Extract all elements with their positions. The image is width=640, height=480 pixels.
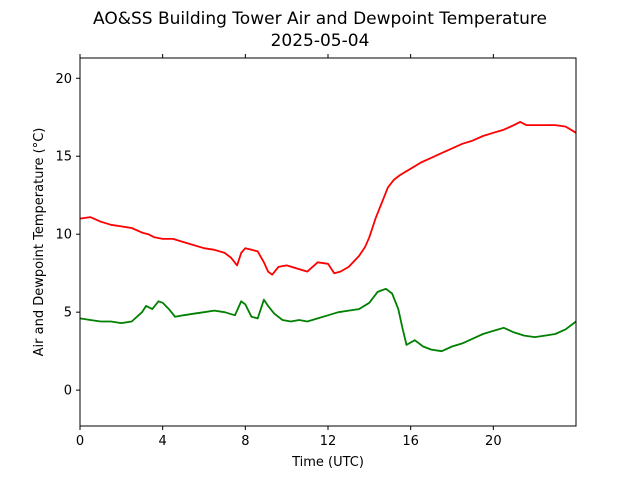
series-line-0	[79, 121, 577, 276]
y-tick-label: 0	[64, 384, 72, 399]
chart-subtitle: 2025-05-04	[271, 31, 370, 51]
y-tick-label: 10	[55, 228, 72, 243]
axis-ticks: 0 4 8 12 16 20 0 5 10 15 20	[55, 54, 502, 449]
y-axis-label: Air and Dewpoint Temperature (°C)	[32, 128, 47, 357]
plot-frame	[79, 57, 577, 427]
x-tick-label: 8	[241, 434, 249, 449]
y-tick-label: 5	[64, 306, 72, 321]
x-axis-label: Time (UTC)	[291, 455, 364, 470]
y-tick-label: 20	[55, 72, 72, 87]
x-tick-label: 16	[402, 434, 419, 449]
chart-title: AO&SS Building Tower Air and Dewpoint Te…	[93, 9, 547, 29]
y-tick-label: 15	[55, 150, 72, 165]
plot-lines	[79, 121, 577, 353]
x-tick-label: 4	[159, 434, 167, 449]
series-line-1	[79, 287, 577, 353]
x-tick-label: 0	[76, 434, 84, 449]
x-tick-label: 12	[320, 434, 337, 449]
x-tick-label: 20	[485, 434, 502, 449]
